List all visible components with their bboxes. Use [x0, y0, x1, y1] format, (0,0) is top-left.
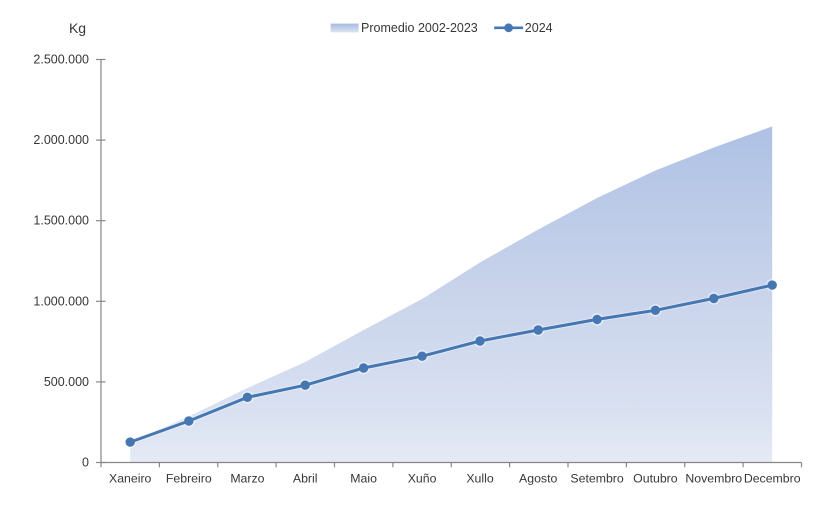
- svg-text:Novembro: Novembro: [685, 472, 742, 486]
- svg-text:2.500.000: 2.500.000: [33, 53, 89, 67]
- svg-text:2.000.000: 2.000.000: [33, 133, 89, 147]
- svg-text:Outubro: Outubro: [633, 472, 678, 486]
- svg-text:Marzo: Marzo: [230, 472, 264, 486]
- svg-text:Agosto: Agosto: [519, 472, 557, 486]
- svg-text:Setembro: Setembro: [570, 472, 623, 486]
- svg-text:Xuño: Xuño: [408, 472, 437, 486]
- svg-text:Xullo: Xullo: [466, 472, 494, 486]
- svg-text:Decembro: Decembro: [744, 472, 801, 486]
- svg-text:Kg: Kg: [69, 20, 86, 36]
- svg-text:Promedio 2002-2023: Promedio 2002-2023: [361, 21, 478, 35]
- svg-text:0: 0: [82, 455, 89, 469]
- svg-text:500.000: 500.000: [44, 375, 89, 389]
- svg-text:Febreiro: Febreiro: [166, 472, 212, 486]
- svg-text:Abril: Abril: [293, 472, 318, 486]
- svg-text:1.000.000: 1.000.000: [33, 294, 89, 308]
- svg-text:Maio: Maio: [350, 472, 377, 486]
- svg-text:Xaneiro: Xaneiro: [109, 472, 152, 486]
- svg-text:2024: 2024: [525, 21, 553, 35]
- svg-text:1.500.000: 1.500.000: [33, 214, 89, 228]
